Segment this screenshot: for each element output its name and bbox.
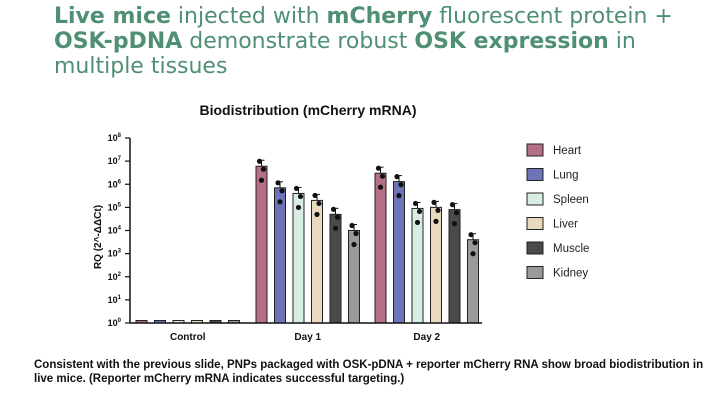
- legend-swatch: [526, 192, 544, 206]
- data-point: [312, 192, 318, 199]
- y-tick-label: 103: [108, 249, 122, 259]
- legend-label: Kidney: [553, 268, 588, 280]
- y-tick-label: 108: [108, 133, 122, 143]
- data-point: [260, 166, 267, 172]
- data-point: [334, 214, 341, 220]
- data-point: [377, 184, 384, 190]
- data-point: [349, 222, 355, 229]
- legend-label: Lung: [553, 170, 579, 182]
- bar: [255, 165, 268, 324]
- data-point: [314, 211, 320, 218]
- legend-swatch: [526, 266, 544, 279]
- data-point: [375, 165, 382, 171]
- data-point: [416, 208, 423, 215]
- data-point: [394, 174, 400, 180]
- data-point: [293, 185, 300, 192]
- x-category-label: Control: [170, 332, 206, 343]
- data-point: [351, 241, 357, 248]
- bar: [411, 207, 424, 324]
- y-tick-label: 107: [108, 156, 122, 166]
- data-point: [330, 206, 337, 212]
- bar: [311, 199, 323, 324]
- bar-group: [374, 165, 479, 324]
- legend-swatch: [526, 241, 544, 255]
- y-tick-label: 101: [108, 295, 122, 305]
- legend-swatch: [526, 168, 544, 181]
- bar: [430, 206, 442, 324]
- x-category-label: Day 2: [413, 332, 440, 343]
- legend-label: Liver: [553, 219, 578, 231]
- y-tick-label: 105: [108, 202, 122, 212]
- bar: [274, 187, 286, 324]
- data-point: [398, 182, 404, 188]
- slide-caption: Consistent with the previous slide, PNPs…: [34, 359, 704, 385]
- legend-label: Spleen: [553, 194, 589, 206]
- legend: Heart Lung Spleen Liver Muscle Kidney: [526, 143, 589, 280]
- y-tick-label: 104: [108, 226, 122, 236]
- data-point: [258, 177, 265, 183]
- headline-line-3: multiple tissues: [54, 54, 228, 79]
- y-tick-label: 102: [108, 272, 122, 282]
- y-axis-ticks: 100 101 102 103 104 105 106 107 108: [108, 133, 130, 328]
- chart-title: Biodistribution (mCherry mRNA): [200, 102, 417, 118]
- data-point: [256, 158, 263, 164]
- y-tick-label: 106: [108, 179, 122, 189]
- data-point: [332, 225, 339, 231]
- data-point: [453, 210, 460, 216]
- data-point: [379, 173, 386, 179]
- data-point: [396, 193, 402, 199]
- data-point: [412, 200, 419, 207]
- data-point: [451, 221, 458, 227]
- biodistribution-chart: Biodistribution (mCherry mRNA) RQ (2^-ΔΔ…: [93, 102, 589, 343]
- legend-label: Heart: [553, 145, 582, 157]
- headline-line-1: Live mice injected with mCherry fluoresc…: [54, 4, 673, 29]
- data-point: [279, 188, 285, 194]
- slide-headline: Live mice injected with mCherry fluoresc…: [54, 4, 674, 79]
- data-point: [414, 219, 421, 226]
- legend-label: Muscle: [553, 243, 589, 255]
- legend-swatch: [526, 217, 544, 230]
- bar: [393, 181, 405, 324]
- data-point: [449, 202, 456, 208]
- bar-group: [255, 158, 360, 324]
- y-axis-label: RQ (2^-ΔΔCt): [93, 205, 104, 269]
- y-tick-label: 100: [108, 318, 122, 328]
- bar: [448, 209, 461, 324]
- headline-line-2: OSK-pDNA demonstrate robust OSK expressi…: [54, 29, 636, 54]
- data-point: [277, 199, 283, 205]
- data-point: [431, 199, 437, 205]
- bar: [292, 192, 305, 324]
- data-point: [470, 251, 476, 257]
- data-point: [353, 230, 359, 237]
- legend-swatch: [526, 143, 544, 157]
- data-point: [297, 193, 304, 200]
- data-point: [435, 207, 441, 213]
- bar: [374, 172, 387, 324]
- data-point: [275, 180, 281, 186]
- x-category-label: Day 1: [294, 332, 321, 343]
- data-point: [472, 240, 478, 246]
- x-axis-labels: Control Day 1 Day 2: [170, 332, 441, 343]
- data-point: [433, 218, 439, 224]
- data-point: [316, 200, 322, 207]
- data-point: [468, 232, 474, 238]
- data-point: [295, 204, 302, 211]
- bar-groups: [135, 158, 479, 324]
